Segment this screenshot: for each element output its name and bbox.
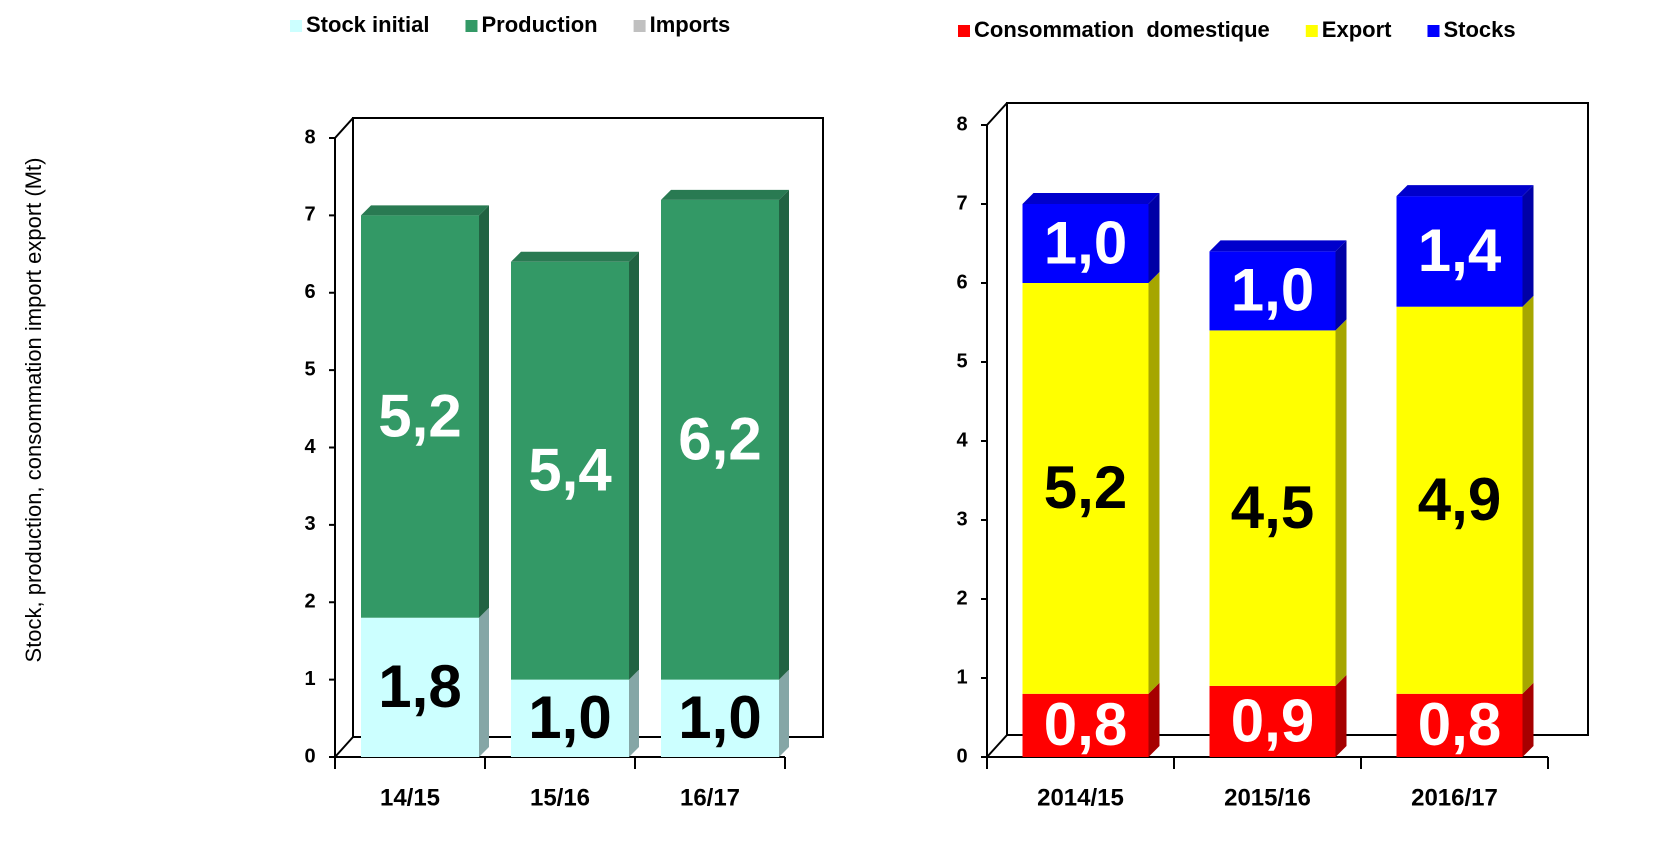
bar-segment: [1022, 693, 1149, 757]
bar-segment: [661, 679, 779, 757]
y-tick-label: 4: [956, 429, 968, 451]
value-label: 1,4: [1418, 217, 1502, 284]
bar-side: [1522, 185, 1534, 307]
bar-segment: [1209, 685, 1336, 757]
bar-side: [1335, 319, 1347, 686]
y-tick-label: 6: [304, 281, 315, 303]
bar-segment: [1022, 283, 1149, 694]
bar-side: [1148, 193, 1160, 283]
legend-swatch: [1305, 25, 1318, 37]
value-label: 0,8: [1044, 691, 1127, 758]
bar-side: [1522, 682, 1534, 757]
y-axis-label: Stock, production, consommation import e…: [21, 158, 46, 663]
bar-segment: [661, 199, 779, 680]
y-tick-label: 5: [304, 358, 315, 380]
bar-segment: [361, 617, 479, 757]
y-tick-label: 3: [304, 513, 315, 535]
legend-swatch: [633, 20, 646, 32]
side-wall-edge: [334, 117, 354, 139]
bar-side: [1335, 240, 1347, 331]
bar-top: [1209, 240, 1347, 252]
bar-segment: [1209, 251, 1336, 331]
x-tick-label: 14/15: [380, 784, 440, 811]
bar-side: [629, 251, 639, 680]
floor-edge: [334, 736, 354, 758]
value-label: 4,9: [1418, 466, 1501, 533]
bar-top: [1396, 185, 1534, 197]
y-tick-label: 6: [956, 271, 967, 293]
legend-label: Export: [1322, 17, 1392, 42]
y-tick-label: 3: [956, 508, 967, 530]
value-label: 1,0: [678, 684, 761, 751]
value-label: 0,8: [1418, 691, 1501, 758]
x-tick-label: 15/16: [530, 784, 590, 811]
y-tick-label: 8: [956, 113, 967, 135]
bar-segment: [1396, 693, 1523, 757]
bar-side: [1148, 272, 1160, 694]
value-label: 1,0: [1044, 209, 1127, 276]
legend-swatch: [290, 20, 302, 32]
bar-side: [779, 189, 789, 680]
y-tick-label: 2: [956, 587, 967, 609]
bar-segment: [1022, 204, 1149, 283]
value-label: 5,2: [378, 382, 461, 449]
bar-segment: [1396, 196, 1523, 307]
side-wall-edge: [986, 102, 1008, 126]
value-label: 0,9: [1231, 687, 1314, 754]
value-label: 1,0: [528, 684, 611, 751]
bar-segment: [1209, 330, 1336, 686]
bar-side: [479, 607, 489, 757]
y-tick-label: 1: [304, 668, 315, 690]
bar-top: [661, 189, 789, 200]
bar-segment: [511, 261, 629, 680]
value-label: 1,8: [378, 653, 461, 720]
bar-top: [1022, 193, 1160, 204]
x-tick-label: 2014/15: [1037, 784, 1124, 811]
legend-label: Stock initial: [306, 12, 429, 37]
y-tick-label: 2: [304, 591, 315, 613]
legend-label: Imports: [650, 12, 731, 37]
bar-top: [361, 205, 489, 216]
value-label: 4,5: [1231, 474, 1314, 541]
bar-side: [629, 669, 639, 757]
y-tick-label: 7: [304, 204, 315, 226]
legend-swatch: [958, 25, 970, 37]
y-tick-label: 5: [956, 350, 967, 372]
y-tick-label: 8: [304, 126, 315, 148]
bar-top: [511, 251, 639, 262]
y-tick-label: 0: [956, 745, 967, 767]
bar-side: [1335, 674, 1347, 757]
legend-label: Stocks: [1443, 17, 1515, 42]
y-tick-label: 4: [304, 436, 316, 458]
legend-label: Consommation domestique: [974, 17, 1270, 42]
y-tick-label: 0: [304, 745, 315, 767]
value-label: 6,2: [678, 406, 761, 473]
bar-segment: [1396, 306, 1523, 694]
x-tick-label: 2016/17: [1411, 784, 1498, 811]
y-tick-label: 7: [956, 192, 967, 214]
value-label: 5,2: [1044, 454, 1127, 521]
floor-edge: [986, 734, 1008, 758]
bar-segment: [361, 215, 479, 618]
x-tick-label: 2015/16: [1224, 784, 1311, 811]
value-label: 5,4: [528, 437, 612, 504]
bar-side: [1522, 295, 1534, 694]
legend-label: Production: [481, 12, 597, 37]
value-label: 1,0: [1231, 257, 1314, 324]
bar-side: [479, 205, 489, 618]
y-tick-label: 1: [956, 666, 967, 688]
bar-segment: [511, 679, 629, 757]
x-tick-label: 16/17: [680, 784, 740, 811]
legend-swatch: [1427, 25, 1440, 37]
legend-swatch: [465, 20, 478, 32]
bar-side: [1148, 682, 1160, 757]
bar-side: [779, 669, 789, 757]
